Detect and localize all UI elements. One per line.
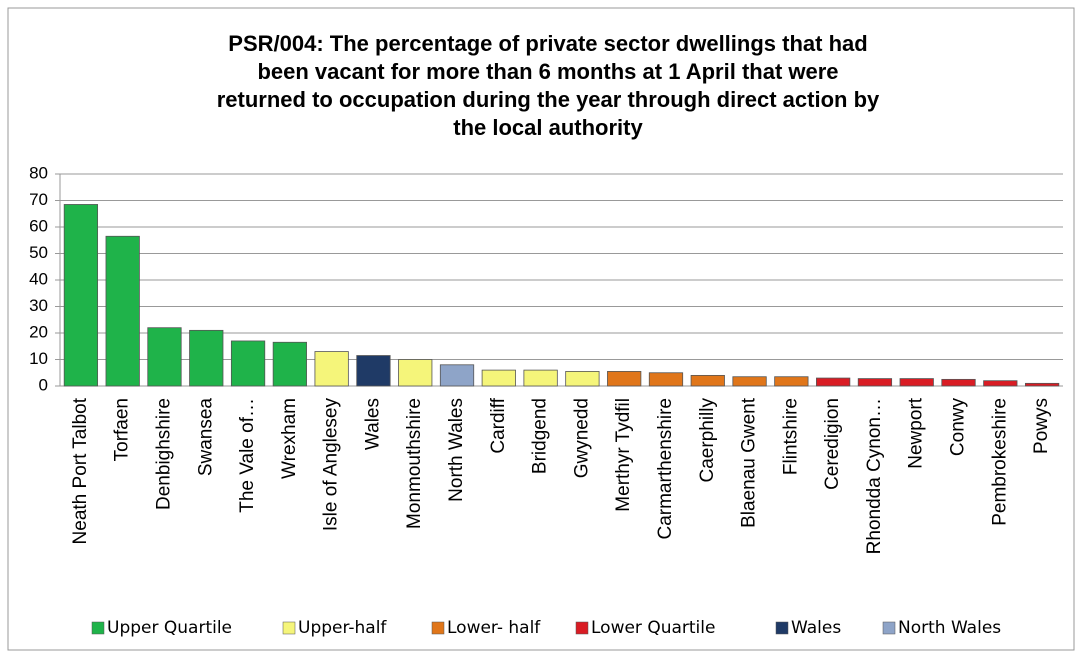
legend-label: Lower Quartile [591,618,715,638]
x-tick-label: Neath Port Talbot [70,397,91,544]
bar [1024,382,1060,387]
x-tick-label: Cardiff [488,397,509,453]
bar [607,371,642,387]
bar [941,378,976,387]
chart-title: returned to occupation during the year t… [217,87,880,112]
y-tick-label: 20 [29,322,48,341]
x-tick-label: Ceredigion [822,398,843,490]
x-tick-label: Torfaen [112,398,133,461]
bar [648,372,684,387]
y-tick-label: 10 [29,349,48,368]
x-tick-label: Gwynedd [571,398,592,478]
x-tick-label: Powys [1031,398,1052,454]
bar [899,378,934,387]
x-tick-label: Swansea [195,398,216,477]
chart-frame [7,7,1075,651]
bar [481,369,516,387]
x-tick-label: Monmouthshire [404,398,425,529]
y-tick-label: 50 [29,243,48,262]
x-tick-label: Wrexham [279,398,300,479]
y-tick-label: 80 [29,163,48,182]
y-tick-label: 70 [29,190,48,209]
bar [690,374,725,387]
x-tick-label: Denbighshire [153,398,174,510]
bar [230,340,266,387]
bar [565,371,600,387]
bar [105,235,140,387]
bar [983,380,1018,387]
legend-swatch [282,621,296,635]
bar [147,327,182,387]
y-tick-label: 60 [29,216,48,235]
chart-title: the local authority [453,115,643,140]
x-tick-label: Carmarthenshire [655,398,676,540]
legend-swatch [775,621,789,635]
x-tick-label: North Wales [446,398,467,502]
bar [398,359,433,387]
x-tick-label: Caerphilly [697,398,718,483]
bar [314,351,349,387]
bar [857,378,893,387]
bar [439,364,475,387]
x-tick-label: Wales [362,398,383,450]
x-tick-label: Merthyr Tydfil [613,398,634,512]
x-tick-label: Rhondda Cynon… [864,398,885,554]
bar [732,376,767,387]
x-tick-label: Isle of Anglesey [321,398,342,532]
legend-label: Wales [791,618,841,638]
legend-label: Upper Quartile [107,618,232,638]
legend-label: Upper-half [298,618,387,638]
y-tick-label: 0 [39,375,48,394]
chart-title: PSR/004: The percentage of private secto… [228,31,867,56]
bar [63,204,99,387]
x-tick-label: Bridgend [530,398,551,474]
x-tick-label: Newport [906,397,927,468]
x-tick-label: Blaenau Gwent [739,397,760,528]
x-tick-label: Flintshire [780,398,801,475]
bar [189,329,224,387]
y-tick-label: 40 [29,269,48,288]
x-tick-label: Pembrokeshire [989,398,1010,526]
legend-label: North Wales [898,618,1001,638]
bar [356,355,391,387]
y-tick-label: 30 [29,296,48,315]
x-tick-label: Conwy [948,398,969,457]
bar [774,376,809,387]
legend-swatch [431,621,445,635]
legend-swatch [882,621,896,635]
x-tick-label: The Vale of… [237,398,258,513]
legend-label: Lower- half [447,618,541,638]
legend-swatch [575,621,589,635]
bar [523,369,558,387]
bar [272,341,307,387]
legend-swatch [91,621,105,635]
bar [816,377,851,387]
chart-title: been vacant for more than 6 months at 1 … [257,59,838,84]
